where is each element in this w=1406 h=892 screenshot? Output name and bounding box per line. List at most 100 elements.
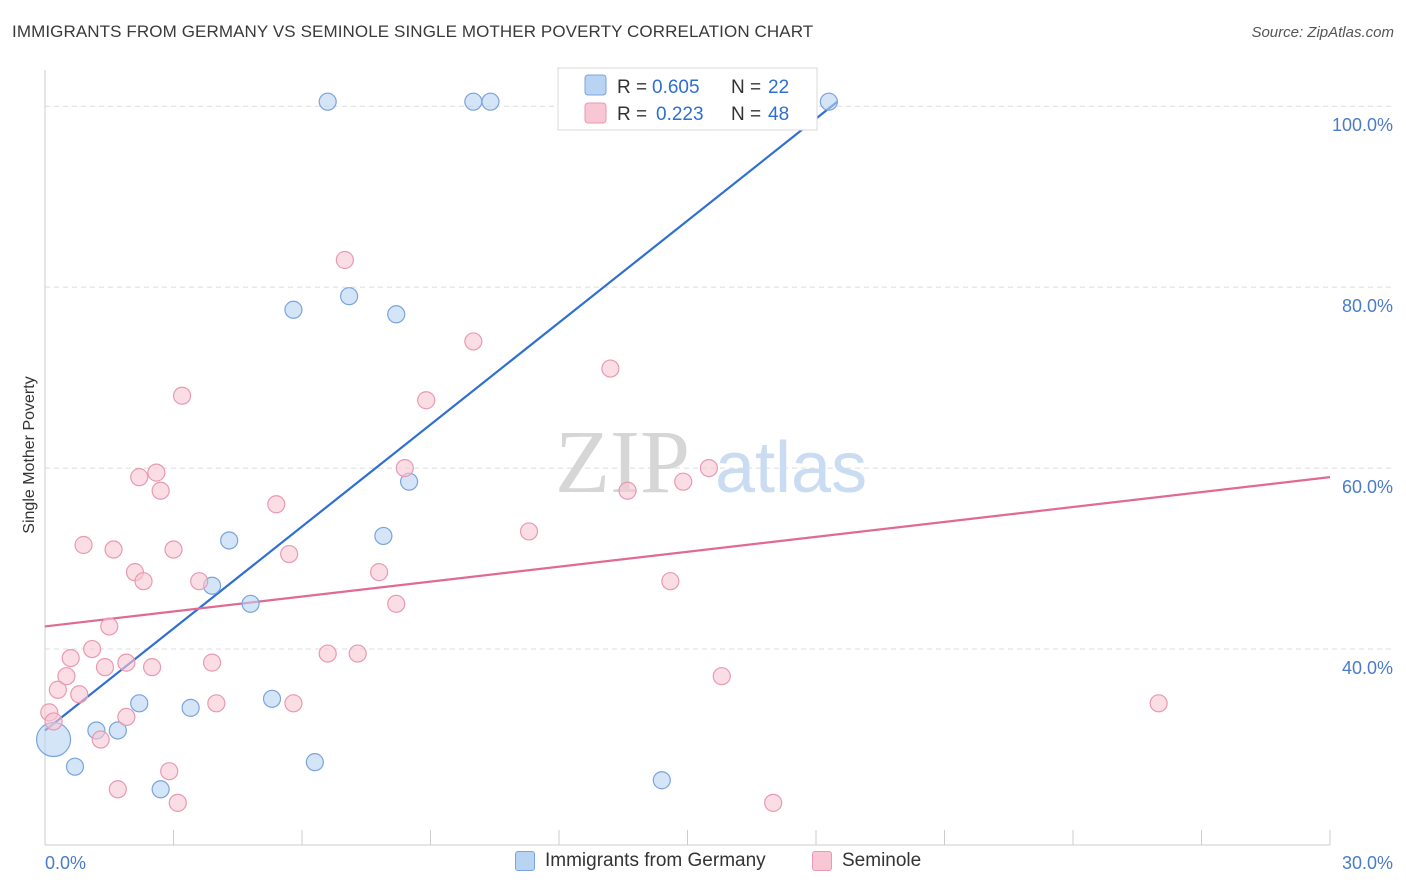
data-point-pink[interactable]: [674, 472, 693, 491]
grid-layer: 40.0% 60.0% 80.0% 100.0%: [45, 105, 1395, 678]
legend-item-germany[interactable]: Immigrants from Germany: [515, 850, 766, 872]
data-point-blue[interactable]: [340, 287, 359, 306]
x-tick-label-min: 0.0%: [45, 853, 86, 873]
data-point-pink[interactable]: [395, 458, 414, 478]
legend-n-value-pink: 48: [768, 104, 789, 125]
data-point-blue[interactable]: [262, 689, 282, 708]
data-point-blue[interactable]: [130, 694, 149, 713]
data-point-pink[interactable]: [618, 481, 637, 500]
legend-swatch-blue: [584, 74, 607, 96]
data-point-pink[interactable]: [764, 793, 783, 812]
data-point-pink[interactable]: [95, 658, 115, 677]
series-blue: [35, 92, 838, 799]
y-tick-label: 40.0%: [1342, 658, 1393, 678]
data-point-blue[interactable]: [374, 526, 393, 546]
legend-swatch-seminole: [812, 851, 832, 871]
data-point-blue[interactable]: [481, 92, 500, 111]
data-point-pink[interactable]: [91, 730, 110, 749]
data-point-pink[interactable]: [164, 540, 183, 559]
data-point-pink[interactable]: [168, 793, 187, 812]
data-point-pink[interactable]: [267, 495, 286, 514]
x-tick-label-max: 30.0%: [1342, 853, 1393, 873]
legend-r-value-blue: 0.605: [652, 77, 700, 98]
data-point-pink[interactable]: [130, 468, 149, 487]
legend-n-label-blue: N =: [731, 77, 761, 98]
legend-r-label-blue: R =: [617, 77, 647, 98]
data-point-pink[interactable]: [661, 572, 680, 591]
source-credit: Source: ZipAtlas.com: [1251, 24, 1394, 41]
data-point-pink[interactable]: [284, 694, 303, 713]
data-point-pink[interactable]: [134, 572, 153, 591]
data-point-pink[interactable]: [318, 644, 337, 663]
data-point-pink[interactable]: [48, 680, 67, 699]
data-point-pink[interactable]: [100, 617, 119, 636]
legend-label-germany: Immigrants from Germany: [545, 850, 766, 871]
data-point-blue[interactable]: [318, 92, 337, 111]
chart-title: IMMIGRANTS FROM GERMANY VS SEMINOLE SING…: [12, 22, 814, 41]
legend-r-label-pink: R =: [617, 104, 647, 125]
data-point-pink[interactable]: [699, 458, 719, 478]
data-point-pink[interactable]: [117, 707, 136, 727]
legend-n-value-blue: 22: [768, 77, 789, 98]
point-layer: [35, 92, 1168, 812]
watermark: ZIP atlas: [555, 413, 867, 512]
series-legend: Immigrants from Germany Seminole: [0, 850, 1406, 880]
data-point-pink[interactable]: [464, 332, 483, 351]
data-point-pink[interactable]: [142, 658, 162, 677]
data-point-blue[interactable]: [220, 531, 239, 550]
data-point-blue[interactable]: [819, 92, 838, 111]
data-point-pink[interactable]: [280, 544, 299, 564]
legend-swatch-pink: [584, 102, 607, 124]
legend-label-seminole: Seminole: [842, 850, 922, 871]
data-point-pink[interactable]: [417, 391, 436, 410]
data-point-blue[interactable]: [65, 757, 85, 776]
data-point-blue[interactable]: [464, 92, 483, 111]
data-point-blue[interactable]: [108, 721, 127, 740]
series-pink: [40, 250, 1168, 812]
data-point-pink[interactable]: [61, 648, 80, 668]
data-point-pink[interactable]: [190, 572, 209, 591]
data-point-pink[interactable]: [712, 667, 731, 686]
correlation-legend: R = 0.605 N = 22 R = 0.223 N = 48: [557, 67, 818, 131]
data-point-pink[interactable]: [83, 639, 102, 659]
data-point-blue[interactable]: [181, 698, 200, 717]
data-point-pink[interactable]: [519, 522, 539, 541]
trend-line-blue: [44, 100, 839, 732]
data-point-pink[interactable]: [348, 644, 367, 663]
data-point-pink[interactable]: [117, 653, 136, 672]
watermark-atlas: atlas: [715, 428, 867, 508]
data-point-pink[interactable]: [160, 762, 179, 781]
data-point-pink[interactable]: [70, 685, 89, 704]
data-point-pink[interactable]: [147, 463, 166, 482]
data-point-pink[interactable]: [601, 359, 620, 378]
data-point-pink[interactable]: [151, 481, 170, 500]
data-point-pink[interactable]: [335, 250, 354, 270]
data-point-pink[interactable]: [207, 694, 226, 713]
data-point-pink[interactable]: [387, 594, 406, 613]
y-tick-label: 60.0%: [1342, 477, 1393, 497]
y-tick-label: 80.0%: [1342, 296, 1393, 316]
data-point-blue[interactable]: [305, 753, 324, 772]
data-point-pink[interactable]: [172, 386, 192, 405]
data-point-blue[interactable]: [284, 300, 303, 319]
data-point-blue[interactable]: [241, 594, 260, 613]
data-point-pink[interactable]: [370, 563, 389, 582]
data-point-pink[interactable]: [57, 667, 76, 686]
legend-r-value-pink: 0.223: [656, 104, 704, 125]
data-point-pink[interactable]: [1149, 694, 1168, 713]
data-point-blue[interactable]: [387, 305, 406, 324]
legend-item-seminole[interactable]: Seminole: [812, 850, 921, 872]
data-point-pink[interactable]: [74, 535, 93, 555]
data-point-pink[interactable]: [44, 712, 63, 731]
data-point-pink[interactable]: [202, 653, 222, 672]
data-point-blue[interactable]: [652, 771, 671, 790]
axis-layer: 0.0% 30.0%: [44, 70, 1393, 873]
data-point-pink[interactable]: [108, 780, 127, 799]
legend-n-label-pink: N =: [731, 104, 761, 125]
y-axis-title: Single Mother Poverty: [21, 376, 38, 533]
data-point-pink[interactable]: [104, 540, 123, 559]
legend-swatch-germany: [515, 851, 535, 871]
y-tick-label: 100.0%: [1332, 115, 1393, 135]
data-point-blue[interactable]: [151, 780, 170, 799]
